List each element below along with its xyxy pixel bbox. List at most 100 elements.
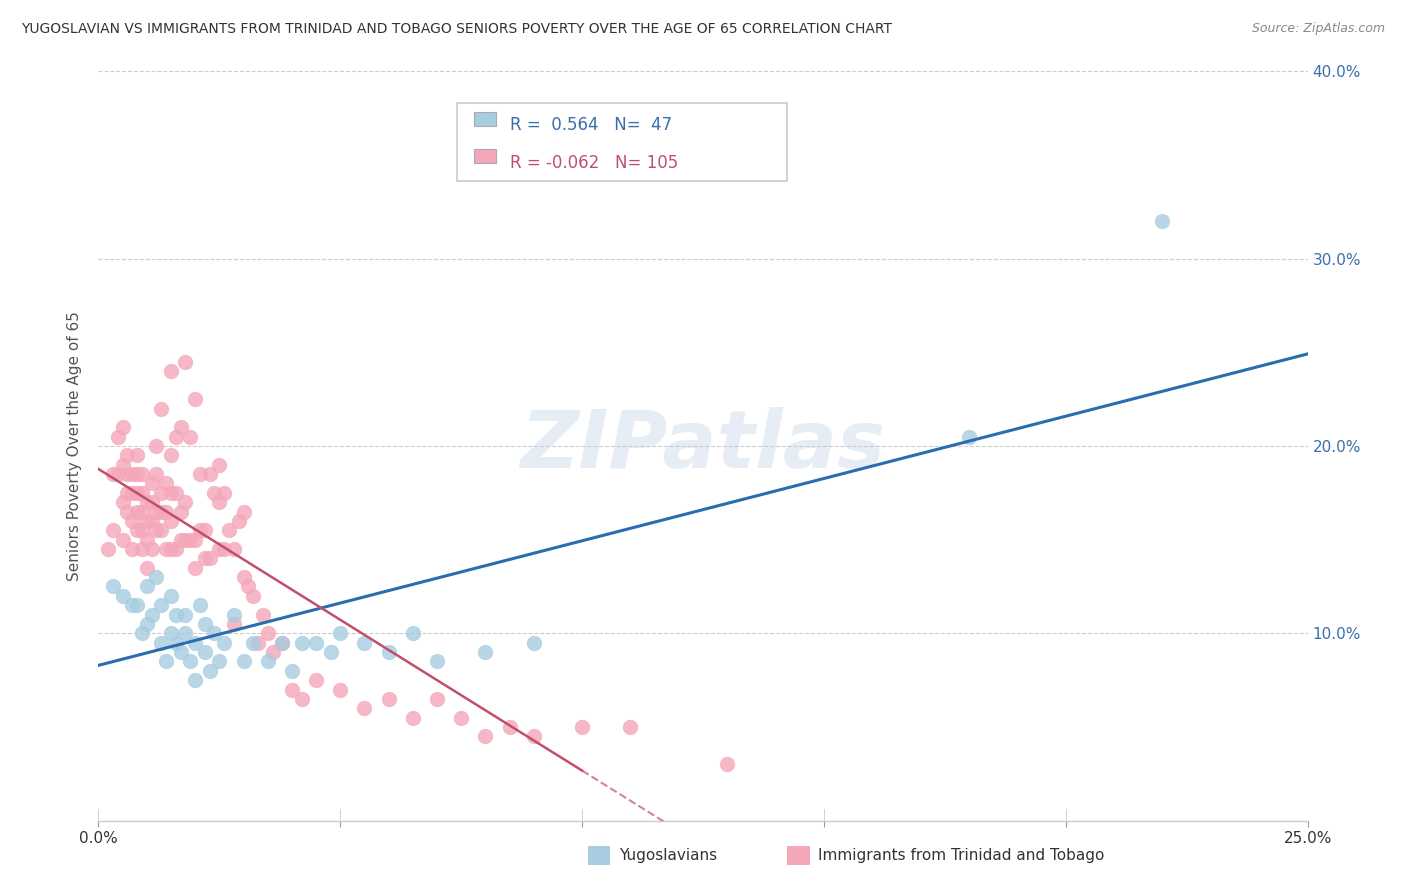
Point bbox=[135, 514, 157, 528]
Point bbox=[160, 449, 183, 463]
Point bbox=[111, 533, 134, 547]
Point bbox=[174, 495, 197, 509]
Point bbox=[135, 533, 157, 547]
Point bbox=[204, 626, 226, 640]
Point bbox=[160, 486, 183, 500]
Point bbox=[121, 486, 143, 500]
Point bbox=[262, 645, 284, 659]
Point bbox=[169, 645, 191, 659]
Point bbox=[111, 589, 134, 603]
Point bbox=[165, 486, 187, 500]
Point bbox=[208, 495, 231, 509]
Point bbox=[208, 655, 231, 669]
Point bbox=[165, 542, 187, 557]
Point bbox=[145, 524, 167, 538]
Point bbox=[141, 514, 163, 528]
Point bbox=[184, 392, 207, 407]
Point bbox=[188, 599, 211, 613]
Point bbox=[165, 635, 187, 649]
Point bbox=[474, 730, 496, 744]
Point bbox=[194, 524, 217, 538]
Point bbox=[571, 720, 593, 734]
Y-axis label: Seniors Poverty Over the Age of 65: Seniors Poverty Over the Age of 65 bbox=[67, 311, 83, 581]
Point bbox=[174, 533, 197, 547]
Point bbox=[135, 561, 157, 575]
Point bbox=[107, 430, 129, 444]
Point bbox=[377, 645, 399, 659]
Point bbox=[450, 710, 472, 724]
Point bbox=[242, 635, 264, 649]
Point bbox=[117, 486, 139, 500]
Point bbox=[218, 524, 240, 538]
Point bbox=[212, 542, 235, 557]
Point bbox=[101, 467, 124, 482]
Point bbox=[256, 655, 278, 669]
Point bbox=[121, 542, 143, 557]
Point bbox=[165, 607, 187, 622]
Point bbox=[252, 607, 274, 622]
Point bbox=[184, 673, 207, 688]
Point bbox=[377, 692, 399, 706]
Point bbox=[174, 626, 197, 640]
Point bbox=[232, 655, 254, 669]
Point bbox=[523, 730, 546, 744]
Point bbox=[141, 542, 163, 557]
Point bbox=[281, 664, 304, 678]
Point bbox=[194, 617, 217, 632]
Point bbox=[188, 467, 211, 482]
Point bbox=[145, 467, 167, 482]
Point bbox=[131, 626, 153, 640]
Point bbox=[271, 635, 294, 649]
Point bbox=[716, 757, 738, 772]
Point bbox=[208, 458, 231, 472]
Point bbox=[121, 599, 143, 613]
Point bbox=[155, 476, 177, 491]
Point bbox=[256, 626, 278, 640]
Point bbox=[150, 486, 173, 500]
Point bbox=[188, 524, 211, 538]
Point bbox=[271, 635, 294, 649]
Point bbox=[179, 430, 201, 444]
Point bbox=[179, 533, 201, 547]
Text: Immigrants from Trinidad and Tobago: Immigrants from Trinidad and Tobago bbox=[818, 848, 1105, 863]
Point bbox=[353, 635, 375, 649]
Point bbox=[198, 664, 221, 678]
Point bbox=[150, 401, 173, 416]
Point bbox=[121, 514, 143, 528]
Point bbox=[228, 514, 250, 528]
Point bbox=[222, 607, 245, 622]
Point bbox=[319, 645, 342, 659]
Point bbox=[169, 505, 191, 519]
Point bbox=[127, 486, 149, 500]
Point bbox=[111, 495, 134, 509]
Point bbox=[127, 449, 149, 463]
Text: ZIPatlas: ZIPatlas bbox=[520, 407, 886, 485]
Point bbox=[474, 645, 496, 659]
Point bbox=[232, 505, 254, 519]
Point bbox=[135, 580, 157, 594]
Point bbox=[222, 542, 245, 557]
Point bbox=[619, 720, 641, 734]
Point bbox=[281, 682, 304, 697]
Point bbox=[145, 570, 167, 584]
Point bbox=[150, 635, 173, 649]
Point bbox=[145, 439, 167, 453]
Point bbox=[523, 635, 546, 649]
Point bbox=[135, 617, 157, 632]
Point bbox=[155, 542, 177, 557]
Point bbox=[117, 505, 139, 519]
Text: Source: ZipAtlas.com: Source: ZipAtlas.com bbox=[1251, 22, 1385, 36]
Point bbox=[238, 580, 260, 594]
Point bbox=[160, 542, 183, 557]
Point bbox=[212, 486, 235, 500]
Point bbox=[131, 524, 153, 538]
Point bbox=[127, 599, 149, 613]
Point bbox=[329, 626, 352, 640]
Point bbox=[111, 458, 134, 472]
Point bbox=[160, 626, 183, 640]
Point bbox=[131, 505, 153, 519]
Point bbox=[160, 589, 183, 603]
Point bbox=[247, 635, 270, 649]
Point bbox=[179, 655, 201, 669]
Point bbox=[131, 486, 153, 500]
